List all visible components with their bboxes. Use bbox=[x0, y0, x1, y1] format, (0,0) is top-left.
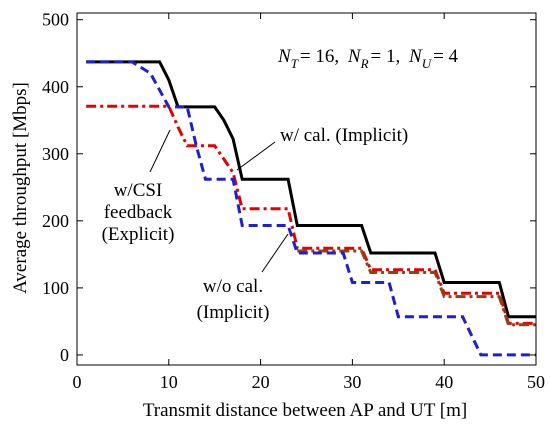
annotation-explicit-line1: w/CSI bbox=[114, 180, 163, 201]
series-line-3 bbox=[297, 249, 536, 327]
y-tick-label: 500 bbox=[42, 10, 69, 30]
series-layer bbox=[86, 60, 536, 357]
series-line-2 bbox=[86, 104, 536, 325]
plot-frame bbox=[76, 12, 537, 366]
y-tick-label: 300 bbox=[42, 144, 69, 164]
nu-value: = 4 bbox=[433, 46, 458, 67]
annotation-leader-implicit-calibrated bbox=[236, 141, 276, 171]
annotation-explicit-line3: (Explicit) bbox=[102, 224, 175, 245]
series-line-4 bbox=[86, 60, 536, 357]
x-tick-label: 30 bbox=[343, 372, 361, 392]
y-tick-label: 0 bbox=[60, 345, 69, 365]
y-tick-label: 100 bbox=[42, 278, 69, 298]
x-tick-label: 10 bbox=[160, 372, 178, 392]
annotation-leader-uncalibrated bbox=[261, 233, 289, 273]
nr-value: = 1, bbox=[371, 46, 401, 67]
nt-subscript: T bbox=[291, 56, 299, 71]
x-tick-label: 0 bbox=[73, 372, 82, 392]
nr-symbol: N bbox=[347, 46, 362, 67]
nu-subscript: U bbox=[422, 56, 433, 71]
annotation-implicit-calibrated: w/ cal. (Implicit) bbox=[280, 125, 408, 146]
series-line-1 bbox=[86, 60, 536, 319]
nt-symbol: N bbox=[277, 46, 292, 67]
nt-value: = 16, bbox=[300, 46, 339, 67]
x-tick-label: 20 bbox=[252, 372, 270, 392]
y-tick-label: 200 bbox=[42, 211, 69, 231]
annotation-explicit-line2: feedback bbox=[104, 202, 173, 223]
x-axis-title: Transmit distance between AP and UT [m] bbox=[143, 400, 467, 421]
annotation-uncalibrated-line1: w/o cal. bbox=[203, 276, 263, 297]
parameter-label: NT = 16, NR = 1, NU = 4 bbox=[277, 46, 459, 71]
annotation-uncalibrated-line2: (Implicit) bbox=[197, 302, 270, 323]
x-tick-label: 50 bbox=[527, 372, 545, 392]
y-axis-title: Average throughput [Mbps] bbox=[10, 82, 31, 294]
x-tick-label: 40 bbox=[435, 372, 453, 392]
annotation-leader-explicit bbox=[149, 129, 171, 173]
nu-symbol: N bbox=[408, 46, 423, 67]
y-tick-label: 400 bbox=[42, 77, 69, 97]
nr-subscript: R bbox=[360, 56, 369, 71]
